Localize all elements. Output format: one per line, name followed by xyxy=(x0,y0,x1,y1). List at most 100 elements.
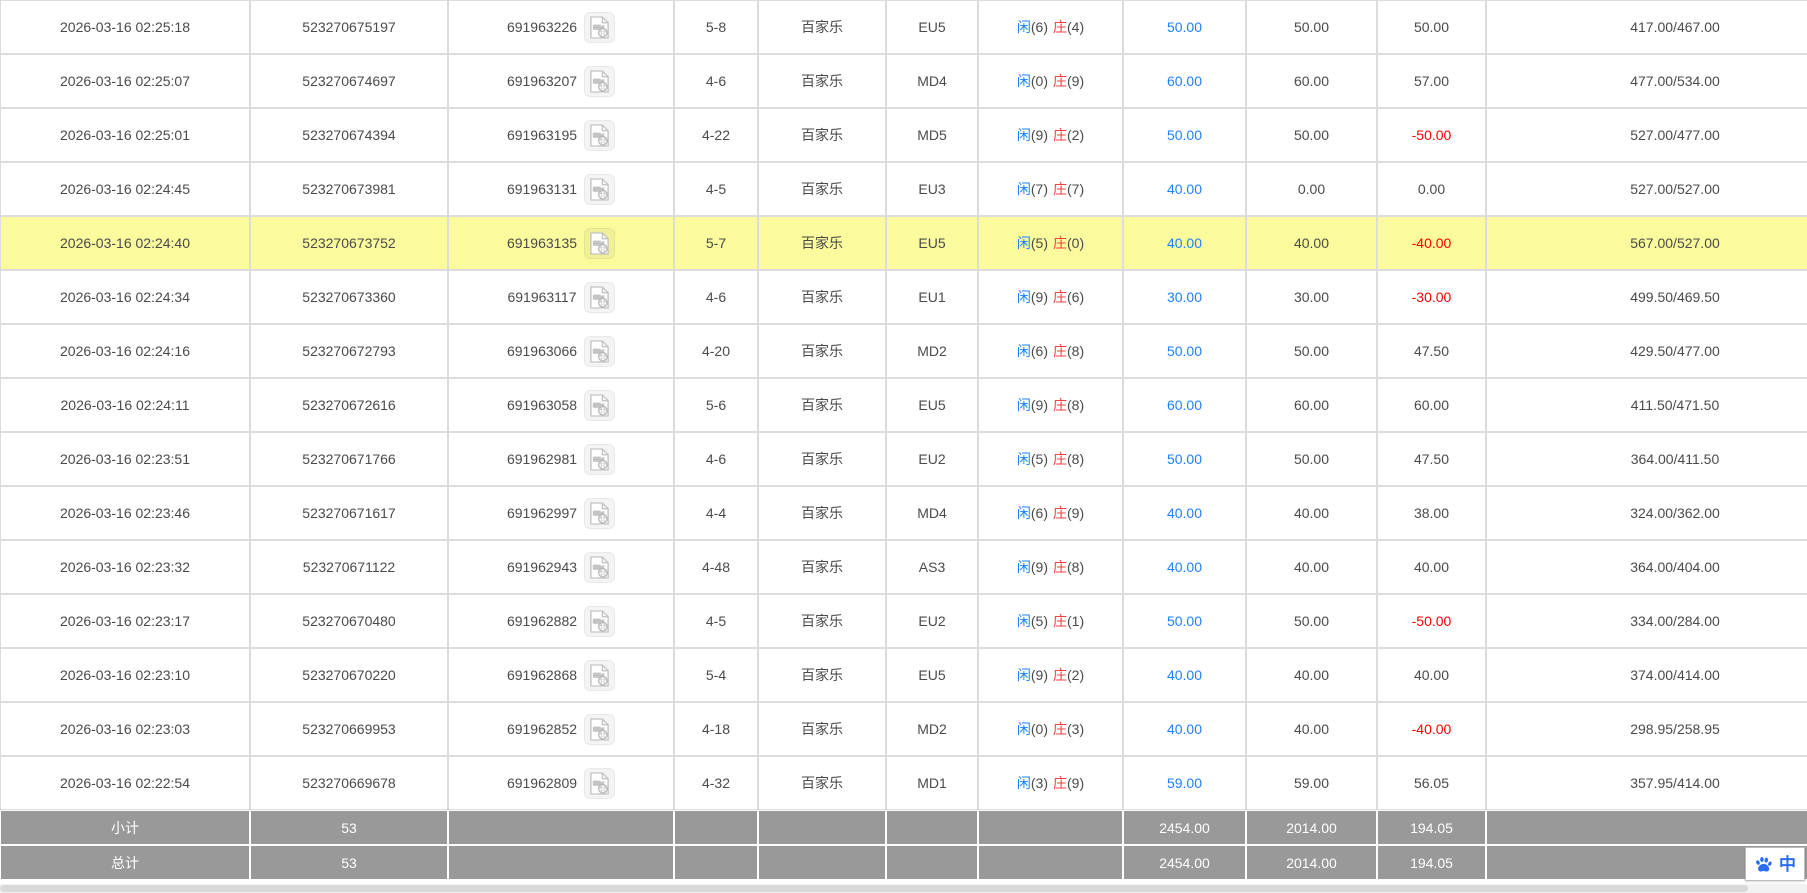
bet-amount-cell: 60.00 xyxy=(1123,378,1246,432)
game-name-cell: 百家乐 xyxy=(758,54,886,108)
scrollbar-thumb[interactable] xyxy=(0,885,1748,892)
table-code-text: EU1 xyxy=(918,289,946,305)
game-name-text: 百家乐 xyxy=(801,127,843,143)
video-replay-button[interactable] xyxy=(584,497,616,529)
video-replay-button[interactable] xyxy=(584,551,616,583)
order-id-cell: 523270674697 xyxy=(250,54,448,108)
ime-indicator[interactable]: 中 xyxy=(1745,847,1805,881)
bet-amount-text: 40.00 xyxy=(1166,505,1203,521)
video-replay-button[interactable] xyxy=(584,389,616,421)
time-cell: 2026-03-16 02:25:18 xyxy=(0,0,250,54)
bet-amount-cell: 50.00 xyxy=(1123,0,1246,54)
table-row[interactable]: 2026-03-16 02:22:54 523270669678 6919628… xyxy=(0,756,1807,810)
game-name-text: 百家乐 xyxy=(801,19,843,35)
table-row[interactable]: 2026-03-16 02:24:40 523270673752 6919631… xyxy=(0,216,1807,270)
video-replay-button[interactable] xyxy=(584,767,616,799)
video-replay-button[interactable] xyxy=(584,173,616,205)
game-name-cell: 百家乐 xyxy=(758,486,886,540)
balance-cell: 364.00/411.50 xyxy=(1486,432,1807,486)
summary-bet-text: 2454.00 xyxy=(1159,819,1210,836)
valid-bet-text: 50.00 xyxy=(1293,613,1330,629)
table-row[interactable]: 2026-03-16 02:23:32 523270671122 6919629… xyxy=(0,540,1807,594)
valid-bet-text: 50.00 xyxy=(1293,19,1330,35)
round-text: 5-8 xyxy=(705,19,727,35)
summary-count-text: 53 xyxy=(341,854,357,871)
valid-bet-cell: 59.00 xyxy=(1246,756,1377,810)
balance-text: 364.00/404.00 xyxy=(1630,559,1720,575)
win-loss-cell: -40.00 xyxy=(1377,702,1486,756)
video-replay-button[interactable] xyxy=(584,119,616,151)
balance-text: 417.00/467.00 xyxy=(1630,19,1720,35)
summary-valid-cell: 2014.00 xyxy=(1246,845,1377,880)
video-replay-button[interactable] xyxy=(584,659,616,691)
time-text: 2026-03-16 02:25:07 xyxy=(60,73,190,89)
video-file-icon xyxy=(590,663,609,687)
game-id-text: 691962882 xyxy=(506,613,578,629)
table-code-text: EU5 xyxy=(918,19,946,35)
valid-bet-text: 30.00 xyxy=(1293,289,1330,305)
table-row[interactable]: 2026-03-16 02:25:01 523270674394 6919631… xyxy=(0,108,1807,162)
win-loss-text: 56.05 xyxy=(1413,775,1450,791)
player-score: (6) xyxy=(1030,343,1048,359)
table-row[interactable]: 2026-03-16 02:24:11 523270672616 6919630… xyxy=(0,378,1807,432)
table-row[interactable]: 2026-03-16 02:24:45 523270673981 6919631… xyxy=(0,162,1807,216)
video-replay-button[interactable] xyxy=(584,227,616,259)
player-score: (9) xyxy=(1030,397,1048,413)
table-row[interactable]: 2026-03-16 02:24:16 523270672793 6919630… xyxy=(0,324,1807,378)
banker-score: (9) xyxy=(1067,775,1085,791)
table-row[interactable]: 2026-03-16 02:23:46 523270671617 6919629… xyxy=(0,486,1807,540)
round-text: 4-4 xyxy=(705,505,727,521)
player-score: (9) xyxy=(1030,667,1048,683)
banker-score: (8) xyxy=(1067,343,1085,359)
round-text: 4-5 xyxy=(705,181,727,197)
bet-amount-cell: 40.00 xyxy=(1123,540,1246,594)
table-row[interactable]: 2026-03-16 02:24:34 523270673360 6919631… xyxy=(0,270,1807,324)
table-row[interactable]: 2026-03-16 02:25:07 523270674697 6919632… xyxy=(0,54,1807,108)
player-label: 闲 xyxy=(1016,721,1031,737)
table-row[interactable]: 2026-03-16 02:23:10 523270670220 6919628… xyxy=(0,648,1807,702)
game-name-text: 百家乐 xyxy=(801,397,843,413)
game-name-text: 百家乐 xyxy=(801,451,843,467)
table-row[interactable]: 2026-03-16 02:25:18 523270675197 6919632… xyxy=(0,0,1807,54)
win-loss-text: 0.00 xyxy=(1417,181,1446,197)
result-cell: 闲(9) 庄(8) xyxy=(978,540,1123,594)
win-loss-cell: 40.00 xyxy=(1377,540,1486,594)
order-id-cell: 523270674394 xyxy=(250,108,448,162)
video-replay-button[interactable] xyxy=(584,335,616,367)
table-row[interactable]: 2026-03-16 02:23:03 523270669953 6919628… xyxy=(0,702,1807,756)
game-id-cell: 691963131 xyxy=(448,162,674,216)
summary-count-cell: 53 xyxy=(250,810,448,845)
video-replay-button[interactable] xyxy=(584,605,616,637)
time-text: 2026-03-16 02:23:46 xyxy=(60,505,190,521)
round-text: 5-6 xyxy=(705,397,727,413)
video-replay-button[interactable] xyxy=(584,11,616,43)
game-name-cell: 百家乐 xyxy=(758,324,886,378)
game-name-text: 百家乐 xyxy=(801,505,843,521)
table-row[interactable]: 2026-03-16 02:23:51 523270671766 6919629… xyxy=(0,432,1807,486)
banker-label: 庄 xyxy=(1053,721,1067,737)
valid-bet-text: 40.00 xyxy=(1293,505,1330,521)
horizontal-scrollbar[interactable] xyxy=(0,884,1807,893)
player-score: (6) xyxy=(1030,505,1048,521)
round-text: 4-5 xyxy=(705,613,727,629)
banker-score: (8) xyxy=(1067,397,1085,413)
win-loss-text: -40.00 xyxy=(1411,721,1452,737)
balance-cell: 477.00/534.00 xyxy=(1486,54,1807,108)
order-id-text: 523270671122 xyxy=(302,559,396,575)
video-replay-button[interactable] xyxy=(584,713,616,745)
player-label: 闲 xyxy=(1016,397,1031,413)
table-row[interactable]: 2026-03-16 02:23:17 523270670480 6919628… xyxy=(0,594,1807,648)
bet-amount-text: 40.00 xyxy=(1166,181,1203,197)
banker-score: (0) xyxy=(1067,235,1085,251)
player-label: 闲 xyxy=(1016,127,1031,143)
round-cell: 4-18 xyxy=(674,702,758,756)
video-replay-button[interactable] xyxy=(583,281,615,313)
order-id-cell: 523270670220 xyxy=(250,648,448,702)
video-replay-button[interactable] xyxy=(584,443,616,475)
video-replay-button[interactable] xyxy=(584,65,616,97)
bet-amount-text: 30.00 xyxy=(1166,289,1203,305)
balance-cell: 411.50/471.50 xyxy=(1486,378,1807,432)
records-tfoot: 小计 53 2454.00 2014.00 194.05 总计 53 2454.… xyxy=(0,810,1807,880)
time-text: 2026-03-16 02:23:17 xyxy=(60,613,190,629)
